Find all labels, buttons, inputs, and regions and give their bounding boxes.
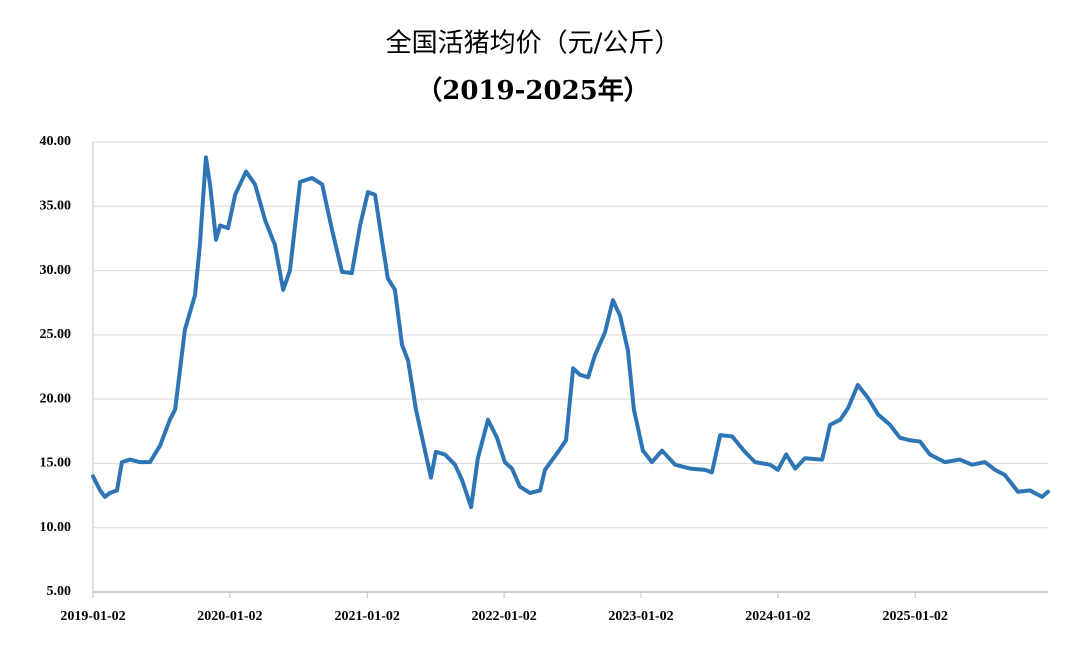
y-tick-label: 40.00 [40, 134, 72, 149]
y-tick-label: 10.00 [40, 520, 72, 535]
y-tick-label: 25.00 [40, 327, 72, 342]
y-tick-label: 35.00 [40, 199, 72, 214]
x-tick-label: 2020-01-02 [197, 609, 262, 624]
x-tick-label: 2019-01-02 [60, 609, 125, 624]
chart-subtitle: （2019-2025年） [416, 75, 650, 106]
y-tick-label: 30.00 [40, 263, 72, 278]
x-tick-label: 2023-01-02 [608, 609, 673, 624]
y-tick-label: 20.00 [40, 391, 72, 406]
x-tick-label: 2022-01-02 [471, 609, 536, 624]
x-tick-label: 2021-01-02 [335, 609, 400, 624]
y-tick-label: 5.00 [47, 584, 72, 599]
y-tick-label: 15.00 [40, 456, 72, 471]
x-tick-label: 2024-01-02 [745, 609, 810, 624]
chart-title: 全国活猪均价（元/公斤） [386, 29, 681, 59]
x-tick-label: 2025-01-02 [883, 609, 948, 624]
price-line [91, 155, 1050, 510]
